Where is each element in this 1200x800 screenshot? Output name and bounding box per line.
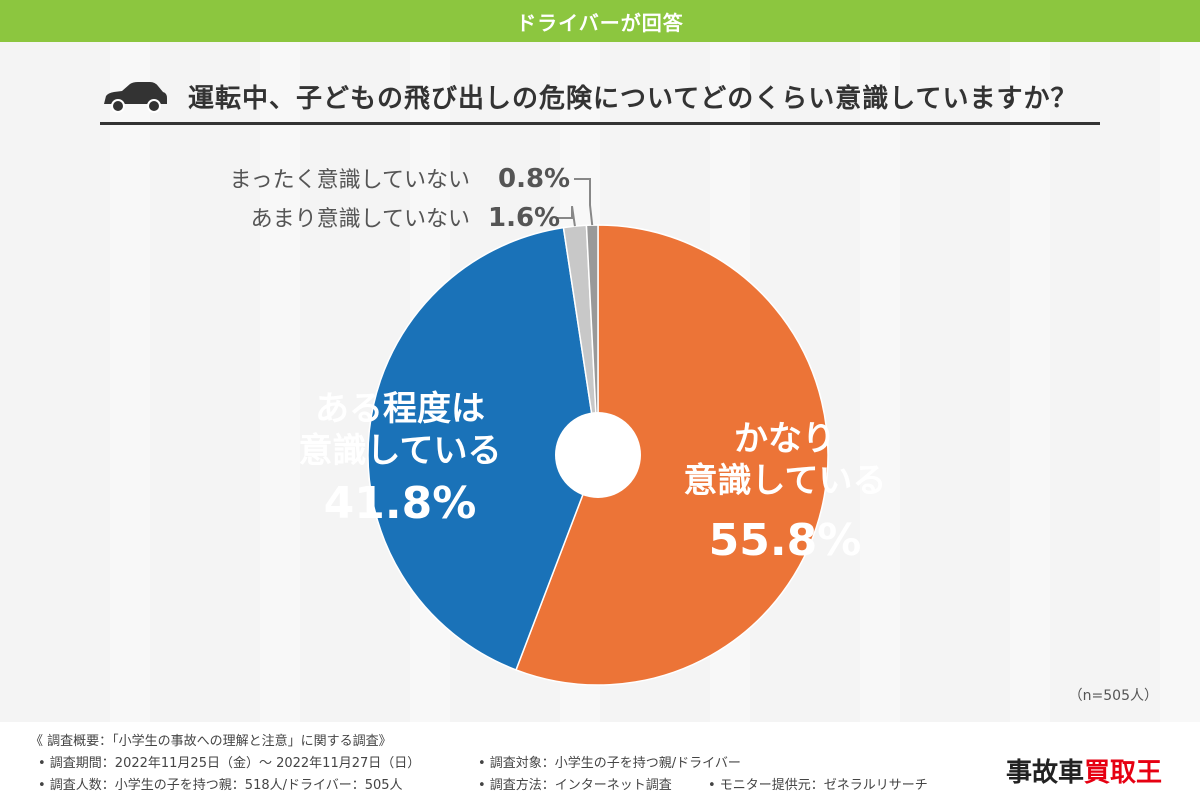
donut-hole — [555, 412, 641, 498]
slice-value-rarely-aware: 1.6% — [488, 203, 560, 233]
slice-value-very-aware: 55.8% — [709, 515, 862, 566]
sample-size-note: （n=505人） — [1069, 688, 1158, 704]
survey-monitor: • モニター提供元：ゼネラルリサーチ — [708, 778, 928, 793]
survey-footer: 《 調査概要：「小学生の事故への理解と注意」に関する調査》 • 調査期間：202… — [0, 722, 1200, 800]
slice-label-rarely-aware: あまり意識していない — [251, 207, 470, 232]
survey-summary: 《 調査概要：「小学生の事故への理解と注意」に関する調査》 — [30, 734, 392, 749]
leader-line-not-aware — [574, 178, 594, 226]
survey-count: • 調査人数：小学生の子を持つ親：518人/ドライバー：505人 — [38, 778, 403, 793]
logo-text-part1: 事故車 — [1005, 758, 1084, 788]
slice-value-not-aware: 0.8% — [498, 164, 570, 194]
question-heading: 運転中、子どもの飛び出しの危険についてどのくらい意識していますか？ — [100, 70, 1100, 125]
slice-very-aware — [515, 224, 829, 686]
slice-value-somewhat-aware: 41.8% — [324, 478, 477, 529]
brand-logo: 事故車買取王 — [1006, 752, 1162, 789]
banner-title: ドライバーが回答 — [516, 10, 684, 35]
survey-method: • 調査方法：インターネット調査 — [478, 778, 672, 793]
slice-label-very-aware: かなり — [734, 419, 836, 459]
logo-text-part2: 買取王 — [1083, 758, 1162, 788]
slice-label-not-aware: まったく意識していない — [230, 168, 470, 193]
survey-period: • 調査期間：2022年11月25日（金）～ 2022年11月27日（日） — [38, 756, 421, 771]
pie-chart: かなり意識している55.8%ある程度は意識している41.8%あまり意識していない… — [230, 164, 1158, 704]
slice-label-somewhat-aware: 意識している — [299, 431, 502, 471]
slice-somewhat-aware — [367, 226, 599, 671]
question-text: 運転中、子どもの飛び出しの危険についてどのくらい意識していますか？ — [188, 83, 1078, 114]
leader-line-rarely-aware — [556, 206, 576, 227]
slice-label-very-aware: 意識している — [684, 461, 887, 501]
header-banner: ドライバーが回答 — [0, 0, 1200, 42]
survey-target: • 調査対象：小学生の子を持つ親/ドライバー — [478, 756, 741, 771]
slice-label-somewhat-aware: ある程度は — [315, 389, 485, 429]
car-icon — [104, 82, 167, 113]
